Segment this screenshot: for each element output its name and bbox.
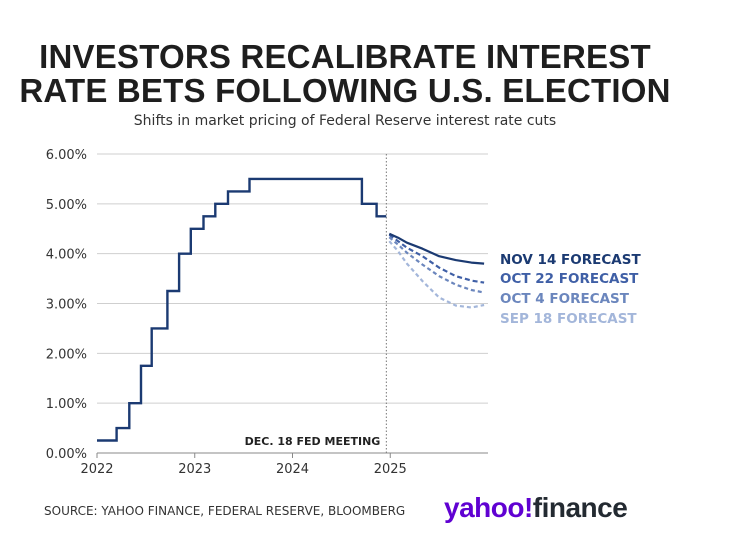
y-tick-label: 6.00% [46,148,87,163]
logo-finance: finance [532,492,628,523]
logo-yahoo: yahoo! [444,492,533,523]
y-tick-label: 0.00% [46,447,87,462]
x-tick-label: 2022 [80,462,113,477]
fed-meeting-label: DEC. 18 FED MEETING [245,435,381,448]
y-tick-label: 5.00% [46,198,87,213]
y-tick-label: 2.00% [46,347,87,362]
chart-subtitle: Shifts in market pricing of Federal Rese… [133,113,557,129]
x-tick-label: 2023 [178,462,211,477]
forecast-line [388,240,485,309]
source-note: SOURCE: YAHOO FINANCE, FEDERAL RESERVE, … [44,504,406,518]
yahoo-finance-logo: yahoo!finance [444,492,628,524]
forecast-line [388,232,485,265]
forecast-line [388,233,485,284]
rate-chart: 0.00% 1.00% 2.00% 3.00% 4.00% 5.00% 6.00% 2022 2… [46,148,642,477]
title-line-2: RATE BETS FOLLOWING U.S. ELECTION [19,72,671,109]
forecast-label: OCT 22 FORECAST [500,271,639,287]
fed-funds-rate-line [97,177,387,442]
y-tick-label: 3.00% [46,298,87,313]
forecast-label: SEP 18 FORECAST [500,311,637,327]
forecast-label: OCT 4 FORECAST [500,291,630,307]
y-tick-label: 1.00% [46,397,87,412]
x-tick-label: 2025 [374,462,407,477]
x-tick-label: 2024 [276,462,309,477]
title-line-1: INVESTORS RECALIBRATE INTEREST [39,38,651,75]
y-tick-label: 4.00% [46,248,87,263]
forecast-label: NOV 14 FORECAST [500,252,641,268]
chart-title: INVESTORS RECALIBRATE INTEREST RATE BETS… [0,40,690,108]
